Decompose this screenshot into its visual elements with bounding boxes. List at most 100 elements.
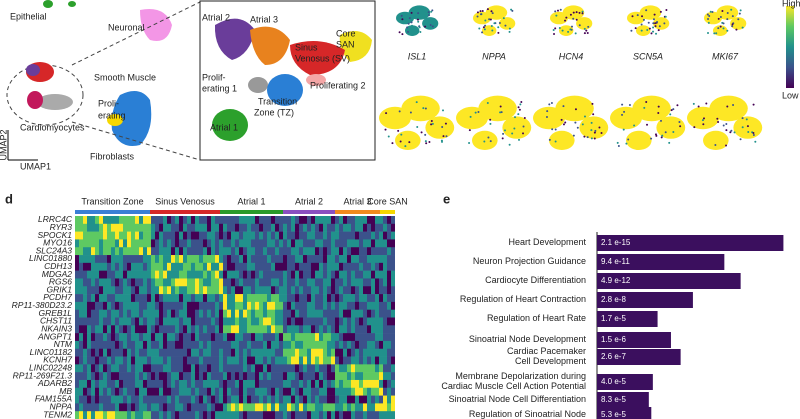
feature-dot — [676, 104, 679, 107]
heat-cell — [91, 286, 95, 295]
heat-cell — [339, 247, 343, 256]
heat-cell — [95, 270, 99, 279]
heat-cell — [259, 379, 263, 389]
heat-cell — [363, 333, 367, 342]
heat-cell — [135, 286, 139, 295]
heat-cell — [91, 356, 95, 365]
heat-cell — [135, 301, 139, 310]
heat-cell — [243, 317, 247, 326]
heat-cell — [171, 317, 175, 326]
heat-cell — [127, 340, 131, 350]
heat-cell — [127, 286, 131, 295]
heat-cell — [247, 395, 251, 404]
heat-cell — [363, 262, 367, 271]
heat-cell — [315, 239, 319, 248]
heat-cell — [75, 325, 79, 334]
feature-dot — [518, 108, 521, 111]
heat-cell — [187, 317, 191, 326]
heat-cell — [383, 340, 387, 350]
heat-cell — [235, 278, 239, 287]
feature-dot — [548, 103, 551, 106]
heat-cell — [319, 262, 323, 271]
heat-cell — [107, 239, 111, 248]
cluster-bar — [380, 210, 395, 214]
heat-cell — [251, 356, 255, 365]
heat-cell — [107, 294, 111, 303]
heat-cell — [351, 223, 355, 232]
heat-cell — [239, 325, 243, 334]
heat-cell — [111, 262, 115, 271]
heat-cell — [263, 325, 267, 334]
feature-dot — [583, 135, 586, 138]
heat-cell — [139, 301, 143, 310]
heat-cell — [383, 239, 387, 248]
heat-cell — [103, 278, 107, 287]
feature-dot — [654, 25, 657, 28]
heat-cell — [207, 223, 211, 232]
feature-dot — [733, 131, 736, 134]
heat-cell — [295, 356, 299, 365]
heat-cell — [167, 317, 171, 326]
heat-cell — [147, 247, 151, 256]
heat-cell — [343, 309, 347, 318]
heat-cell — [279, 379, 283, 389]
heat-cell — [123, 262, 127, 271]
gene-label: CHST11 — [40, 316, 72, 326]
feature-dot — [653, 13, 656, 16]
feature-dot — [656, 20, 659, 23]
heat-cell — [323, 247, 327, 256]
heat-cell — [131, 387, 135, 396]
heat-cell — [267, 247, 271, 256]
heat-cell — [147, 309, 151, 318]
heat-cell — [75, 278, 79, 287]
heat-cell — [243, 255, 247, 264]
heat-cell — [227, 333, 231, 342]
heat-cell — [387, 403, 391, 412]
heat-cell — [135, 247, 139, 256]
heat-cell — [159, 223, 163, 232]
heat-cell — [255, 364, 259, 373]
heat-cell — [287, 286, 291, 295]
feature-dot — [519, 103, 522, 106]
heat-cell — [371, 223, 375, 232]
heat-cell — [335, 340, 339, 350]
heat-cell — [239, 255, 243, 264]
heat-cell — [379, 278, 383, 287]
heat-cell — [107, 395, 111, 404]
heat-cell — [187, 278, 191, 287]
heat-cell — [207, 403, 211, 412]
feature-dot — [746, 125, 749, 128]
heat-cell — [275, 364, 279, 373]
heat-cell — [195, 356, 199, 365]
heat-cell — [283, 372, 287, 381]
feature-dot — [617, 145, 620, 148]
heat-cell — [191, 247, 195, 256]
feature-dot — [442, 109, 445, 112]
heat-cell — [107, 372, 111, 381]
heat-cell — [155, 231, 159, 240]
heat-cell — [303, 309, 307, 318]
heat-cell — [295, 364, 299, 373]
heat-cell — [291, 317, 295, 326]
heat-cell — [323, 294, 327, 303]
heat-cell — [123, 278, 127, 287]
gene-label: SLC24A3 — [36, 245, 73, 255]
heat-cell — [131, 325, 135, 334]
heat-cell — [99, 255, 103, 264]
heat-cell — [175, 372, 179, 381]
panel-letter: d — [5, 191, 13, 206]
heat-cell — [175, 325, 179, 334]
heat-cell — [247, 286, 251, 295]
heat-cell — [327, 231, 331, 240]
heat-cell — [83, 278, 87, 287]
feature-dot — [747, 130, 750, 133]
heat-cell — [143, 262, 147, 271]
heat-cell — [355, 333, 359, 342]
heat-cell — [367, 239, 371, 248]
heat-cell — [263, 286, 267, 295]
heat-cell — [171, 333, 175, 342]
heat-cell — [339, 309, 343, 318]
heat-cell — [195, 278, 199, 287]
heat-cell — [123, 309, 127, 318]
heat-cell — [123, 333, 127, 342]
